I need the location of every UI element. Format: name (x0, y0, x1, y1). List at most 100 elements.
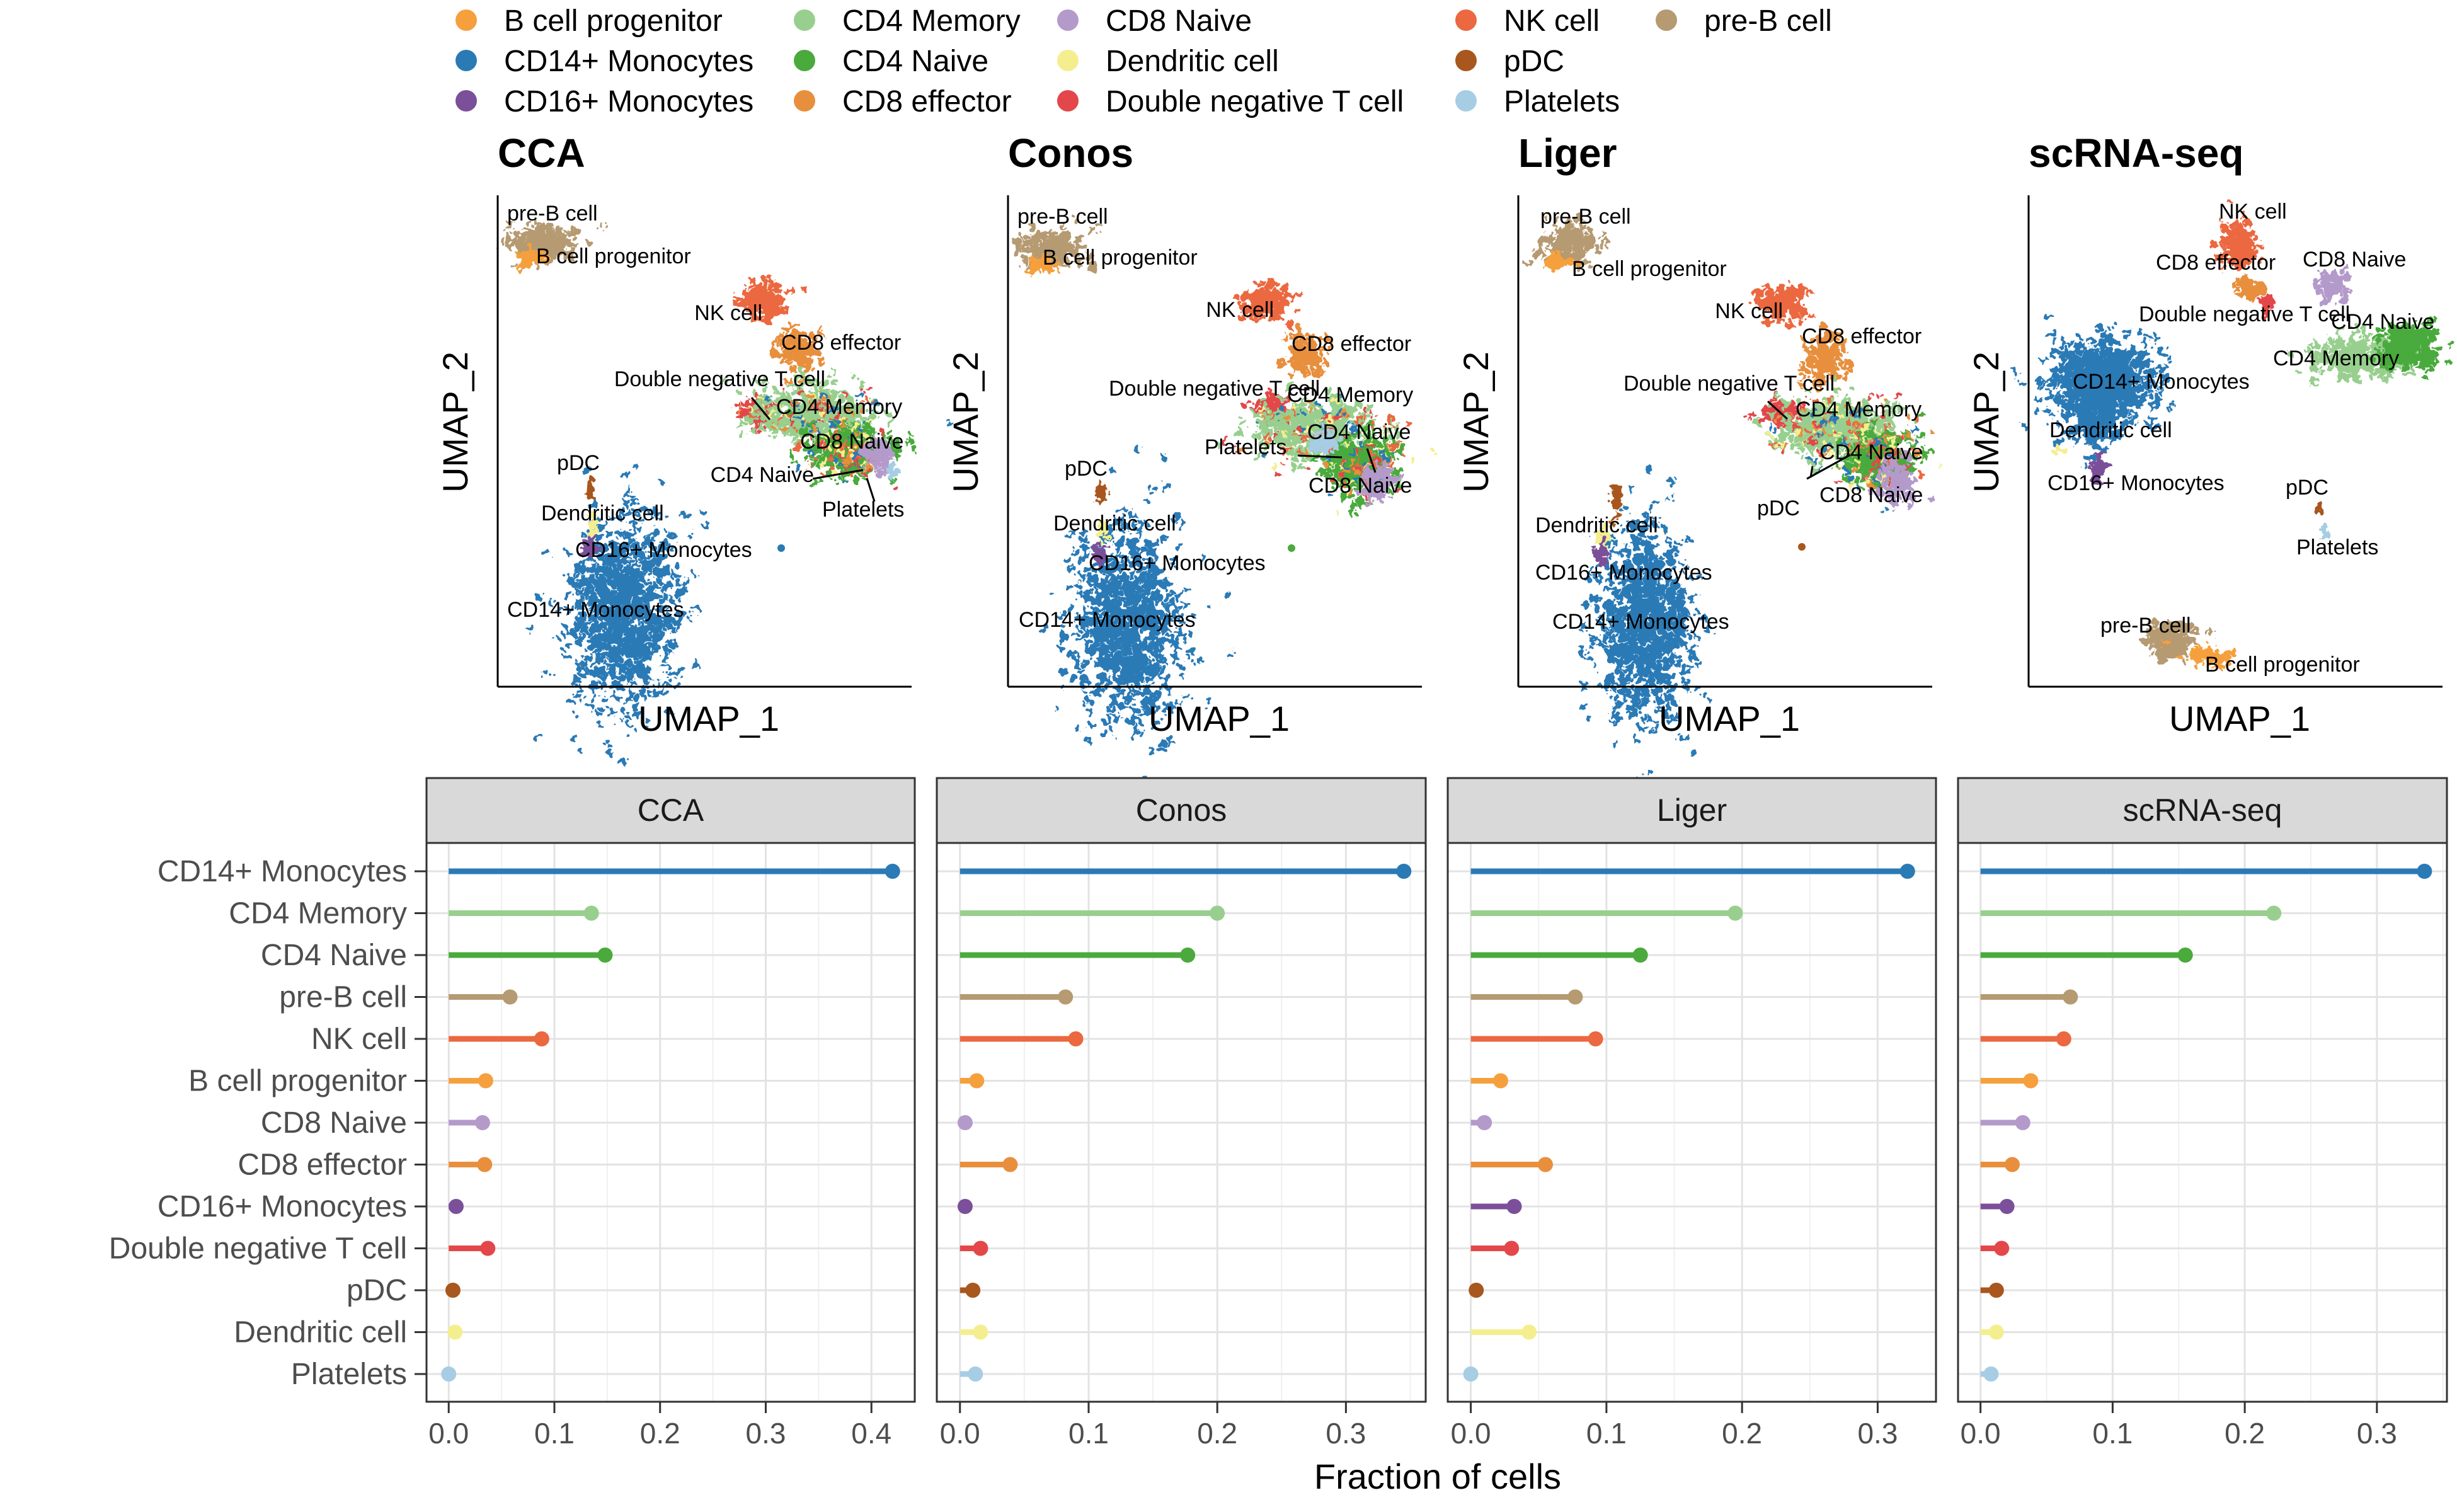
umap-cell (618, 564, 625, 571)
umap-cell (1116, 679, 1123, 685)
umap-cell (1347, 507, 1354, 513)
umap-cell (639, 505, 646, 512)
umap-cell (1268, 278, 1275, 285)
umap-cell (749, 411, 755, 416)
umap-cell (1283, 416, 1289, 421)
umap-cell (1014, 251, 1021, 258)
umap-cell (868, 387, 874, 392)
umap-cell (1324, 461, 1329, 467)
umap-cell (1103, 679, 1110, 685)
umap-cell (1341, 462, 1346, 467)
umap-cell (690, 568, 697, 575)
umap-cell (641, 624, 648, 631)
umap-cell (622, 531, 629, 538)
umap-cell (1092, 599, 1099, 606)
umap-cell (1138, 671, 1145, 678)
umap-cell (859, 381, 866, 388)
umap-cell (597, 644, 604, 650)
umap-cell (536, 733, 542, 740)
umap-cell (802, 357, 809, 364)
umap-cell (1077, 584, 1084, 590)
umap-cell (1240, 419, 1247, 426)
umap-cell (770, 341, 777, 348)
umap-cell (602, 584, 609, 591)
umap-cell (908, 438, 915, 445)
umap-cell (678, 597, 684, 604)
umap-cell (1322, 410, 1327, 415)
umap-cell (658, 605, 665, 612)
umap-cell (665, 639, 672, 646)
umap-cell (687, 615, 694, 622)
umap-cell (564, 627, 571, 634)
umap-cell (1349, 462, 1355, 467)
umap-cell (517, 265, 524, 272)
legend-item-cd8-naive: CD8 Naive (1057, 4, 1252, 38)
umap-cell (1292, 433, 1297, 439)
umap-cell (588, 705, 595, 712)
umap-cell (1064, 556, 1071, 563)
umap-cell (659, 688, 666, 695)
umap-cell (532, 231, 539, 238)
umap-cell (1086, 596, 1093, 603)
umap-cell (676, 622, 682, 629)
umap-cell (629, 729, 636, 736)
legend-item-platelets: Platelets (1455, 85, 1620, 118)
umap-cell (672, 671, 679, 678)
umap-cell (1260, 408, 1265, 413)
umap-cell (511, 262, 517, 268)
umap-cell (587, 631, 593, 638)
umap-cell (1176, 662, 1183, 669)
umap-cell (1082, 673, 1089, 680)
umap-cell (1257, 421, 1262, 427)
umap-cell (836, 388, 843, 395)
umap-cell (1060, 668, 1067, 675)
umap-cell (768, 285, 775, 292)
umap-cell (1298, 411, 1303, 417)
umap-cell (571, 582, 578, 588)
umap-cell (592, 580, 598, 587)
umap-cell (1131, 642, 1138, 649)
umap-cell (1127, 542, 1134, 549)
umap-cell (598, 634, 605, 641)
umap-cell (738, 406, 743, 412)
umap-cell (1432, 450, 1438, 456)
umap-cell (1158, 453, 1165, 460)
umap-cell (778, 298, 785, 305)
umap-cell (1177, 636, 1184, 643)
umap-cell (580, 590, 586, 597)
umap-cell (1029, 255, 1036, 262)
umap-cell (643, 636, 649, 643)
umap-cell (784, 289, 791, 295)
umap-cell (1110, 648, 1117, 655)
umap-cell (630, 530, 636, 537)
umap-cell (1300, 420, 1307, 427)
umap-cell (1133, 717, 1140, 723)
umap-cell (527, 625, 534, 632)
umap-cell (827, 371, 833, 378)
legend-key (794, 50, 815, 71)
umap-cell (529, 259, 536, 266)
umap-cell (581, 662, 588, 668)
umap-cell (1347, 452, 1353, 457)
umap-cell (674, 563, 681, 570)
umap-cell (854, 460, 860, 466)
umap-cell (1274, 425, 1281, 432)
umap-cell (563, 643, 570, 650)
umap-cell (573, 711, 580, 718)
umap-cell (1087, 724, 1093, 731)
umap-cell (602, 589, 609, 596)
umap-cell (691, 602, 698, 609)
legend-item-dendritic-cell: Dendritic cell (1057, 45, 1279, 78)
umap-cell (762, 299, 769, 306)
umap-cell (1044, 268, 1051, 275)
umap-cell (877, 471, 883, 478)
umap-cell (662, 564, 669, 571)
umap-cell (1087, 656, 1094, 663)
umap-cell (765, 404, 770, 410)
umap-cell (617, 590, 624, 597)
umap-cell (699, 509, 706, 515)
umap-cell (598, 656, 605, 663)
umap-cell (1282, 335, 1289, 341)
umap-cell (1300, 449, 1305, 455)
